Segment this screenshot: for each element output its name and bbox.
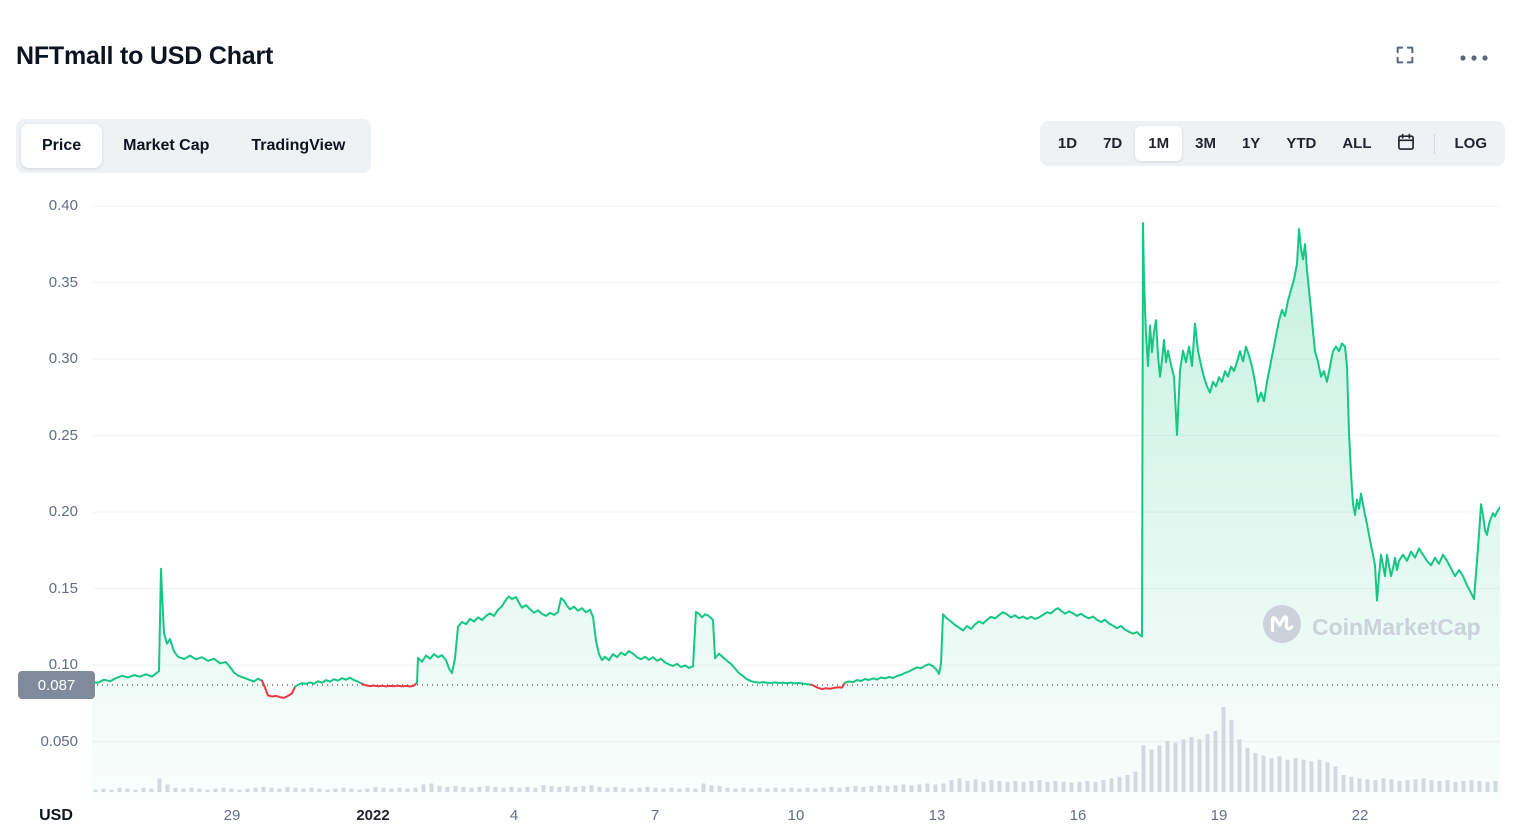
x-axis-label: 13	[928, 807, 946, 824]
y-axis-label: 0.25	[48, 427, 78, 444]
tab-market-cap[interactable]: Market Cap	[102, 124, 230, 168]
calendar-button[interactable]	[1385, 126, 1427, 161]
currency-label: USD	[39, 807, 73, 824]
time-range-tabs: 1D 7D 1M 3M 1Y YTD ALL LOG	[1039, 121, 1505, 166]
chart-canvas[interactable]	[92, 200, 1500, 800]
coinmarketcap-watermark: CoinMarketCap	[1262, 604, 1481, 650]
x-axis-label: 29	[223, 807, 241, 824]
range-7d[interactable]: 7D	[1090, 126, 1135, 161]
watermark-text: CoinMarketCap	[1312, 613, 1481, 640]
x-axis-label: 16	[1069, 807, 1087, 824]
ellipsis-icon	[1460, 49, 1488, 64]
x-axis-label: 2022	[356, 807, 390, 824]
chart-type-tabs: Price Market Cap TradingView	[16, 119, 372, 173]
header-actions	[1390, 40, 1492, 73]
y-axis-label: 0.30	[48, 350, 78, 367]
fullscreen-icon	[1394, 44, 1416, 69]
fullscreen-button[interactable]	[1390, 40, 1420, 73]
log-button[interactable]: LOG	[1442, 126, 1501, 161]
x-axis-labels: 29 2022 4 7 10 13 16 19 22	[92, 803, 1500, 829]
chart-header: NFTmall to USD Chart	[16, 40, 1492, 73]
range-all[interactable]: ALL	[1329, 126, 1384, 161]
range-1d[interactable]: 1D	[1045, 126, 1090, 161]
x-axis-label: 22	[1351, 807, 1369, 824]
y-axis-label: 0.20	[48, 503, 78, 520]
range-3m[interactable]: 3M	[1182, 126, 1229, 161]
y-axis-label: 0.10	[48, 656, 78, 673]
x-axis-label: 19	[1210, 807, 1228, 824]
range-1y[interactable]: 1Y	[1229, 126, 1273, 161]
page-title: NFTmall to USD Chart	[16, 42, 274, 70]
y-axis-label: 0.40	[48, 197, 78, 214]
x-axis-label: 7	[650, 807, 660, 824]
range-ytd[interactable]: YTD	[1273, 126, 1329, 161]
y-axis-label: 0.35	[48, 274, 78, 291]
y-axis-label: 0.050	[40, 733, 78, 750]
x-axis-label: 10	[787, 807, 805, 824]
coinmarketcap-logo-icon	[1262, 604, 1302, 650]
current-price-badge: 0.087	[18, 671, 95, 699]
current-price-value: 0.087	[37, 676, 76, 694]
range-1m[interactable]: 1M	[1135, 126, 1183, 161]
tab-price[interactable]: Price	[21, 124, 103, 168]
x-axis-label: 4	[509, 807, 519, 824]
calendar-icon	[1396, 132, 1416, 155]
divider	[1433, 133, 1435, 154]
y-axis-labels: 0.40 0.35 0.30 0.25 0.20 0.15 0.10 0.050	[0, 197, 78, 800]
tab-tradingview[interactable]: TradingView	[230, 124, 366, 168]
y-axis-label: 0.15	[48, 580, 78, 597]
more-button[interactable]	[1456, 45, 1492, 68]
